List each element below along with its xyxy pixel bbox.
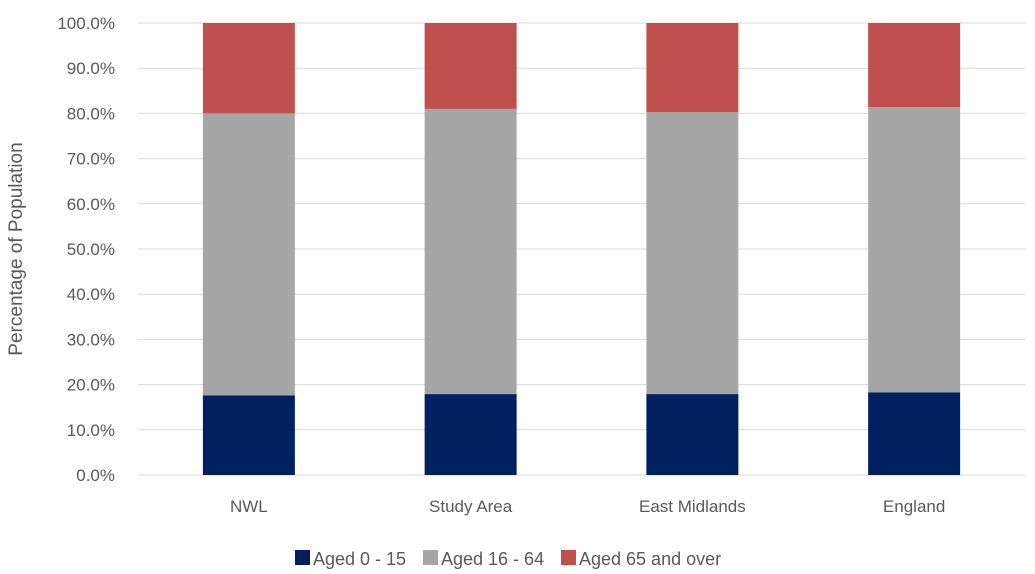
bar-segment [202, 395, 295, 475]
bar-segment [646, 23, 739, 113]
legend-swatch [295, 550, 310, 565]
y-tick-label: 70.0% [67, 150, 115, 169]
y-axis-title: Percentage of Population [6, 142, 27, 355]
x-category-label: England [883, 497, 945, 516]
legend-label: Aged 16 - 64 [441, 549, 544, 569]
y-tick-label: 60.0% [67, 195, 115, 214]
x-category-label: East Midlands [639, 497, 746, 516]
y-tick-label: 90.0% [67, 59, 115, 78]
bars [202, 23, 961, 475]
y-tick-label: 80.0% [67, 104, 115, 123]
bar-segment [424, 394, 517, 475]
legend: Aged 0 - 15 Aged 16 - 64 Aged 65 and over [295, 549, 721, 569]
y-tick-label: 30.0% [67, 330, 115, 349]
legend-label: Aged 65 and over [579, 549, 721, 569]
x-category-label: NWL [230, 497, 268, 516]
x-axis-categories: NWL Study Area East Midlands England [230, 497, 945, 516]
bar-segment [868, 107, 961, 393]
bar-segment [868, 23, 961, 108]
y-tick-label: 50.0% [67, 240, 115, 259]
legend-label: Aged 0 - 15 [313, 549, 406, 569]
y-axis-ticks: 0.0% 10.0% 20.0% 30.0% 40.0% 50.0% 60.0% 70.0% 8… [57, 14, 115, 485]
bar-segment [646, 112, 739, 395]
bar-segment [424, 108, 517, 395]
x-category-label: Study Area [429, 497, 513, 516]
bar-segment [202, 23, 295, 114]
y-tick-label: 20.0% [67, 376, 115, 395]
y-tick-label: 100.0% [57, 14, 115, 33]
y-tick-label: 10.0% [67, 421, 115, 440]
bar-segment [868, 392, 961, 475]
y-tick-label: 0.0% [76, 466, 115, 485]
bar-segment [424, 23, 517, 109]
bar-segment [646, 394, 739, 475]
bar-segment [202, 113, 295, 396]
legend-swatch [561, 550, 576, 565]
y-tick-label: 40.0% [67, 285, 115, 304]
legend-swatch [423, 550, 438, 565]
